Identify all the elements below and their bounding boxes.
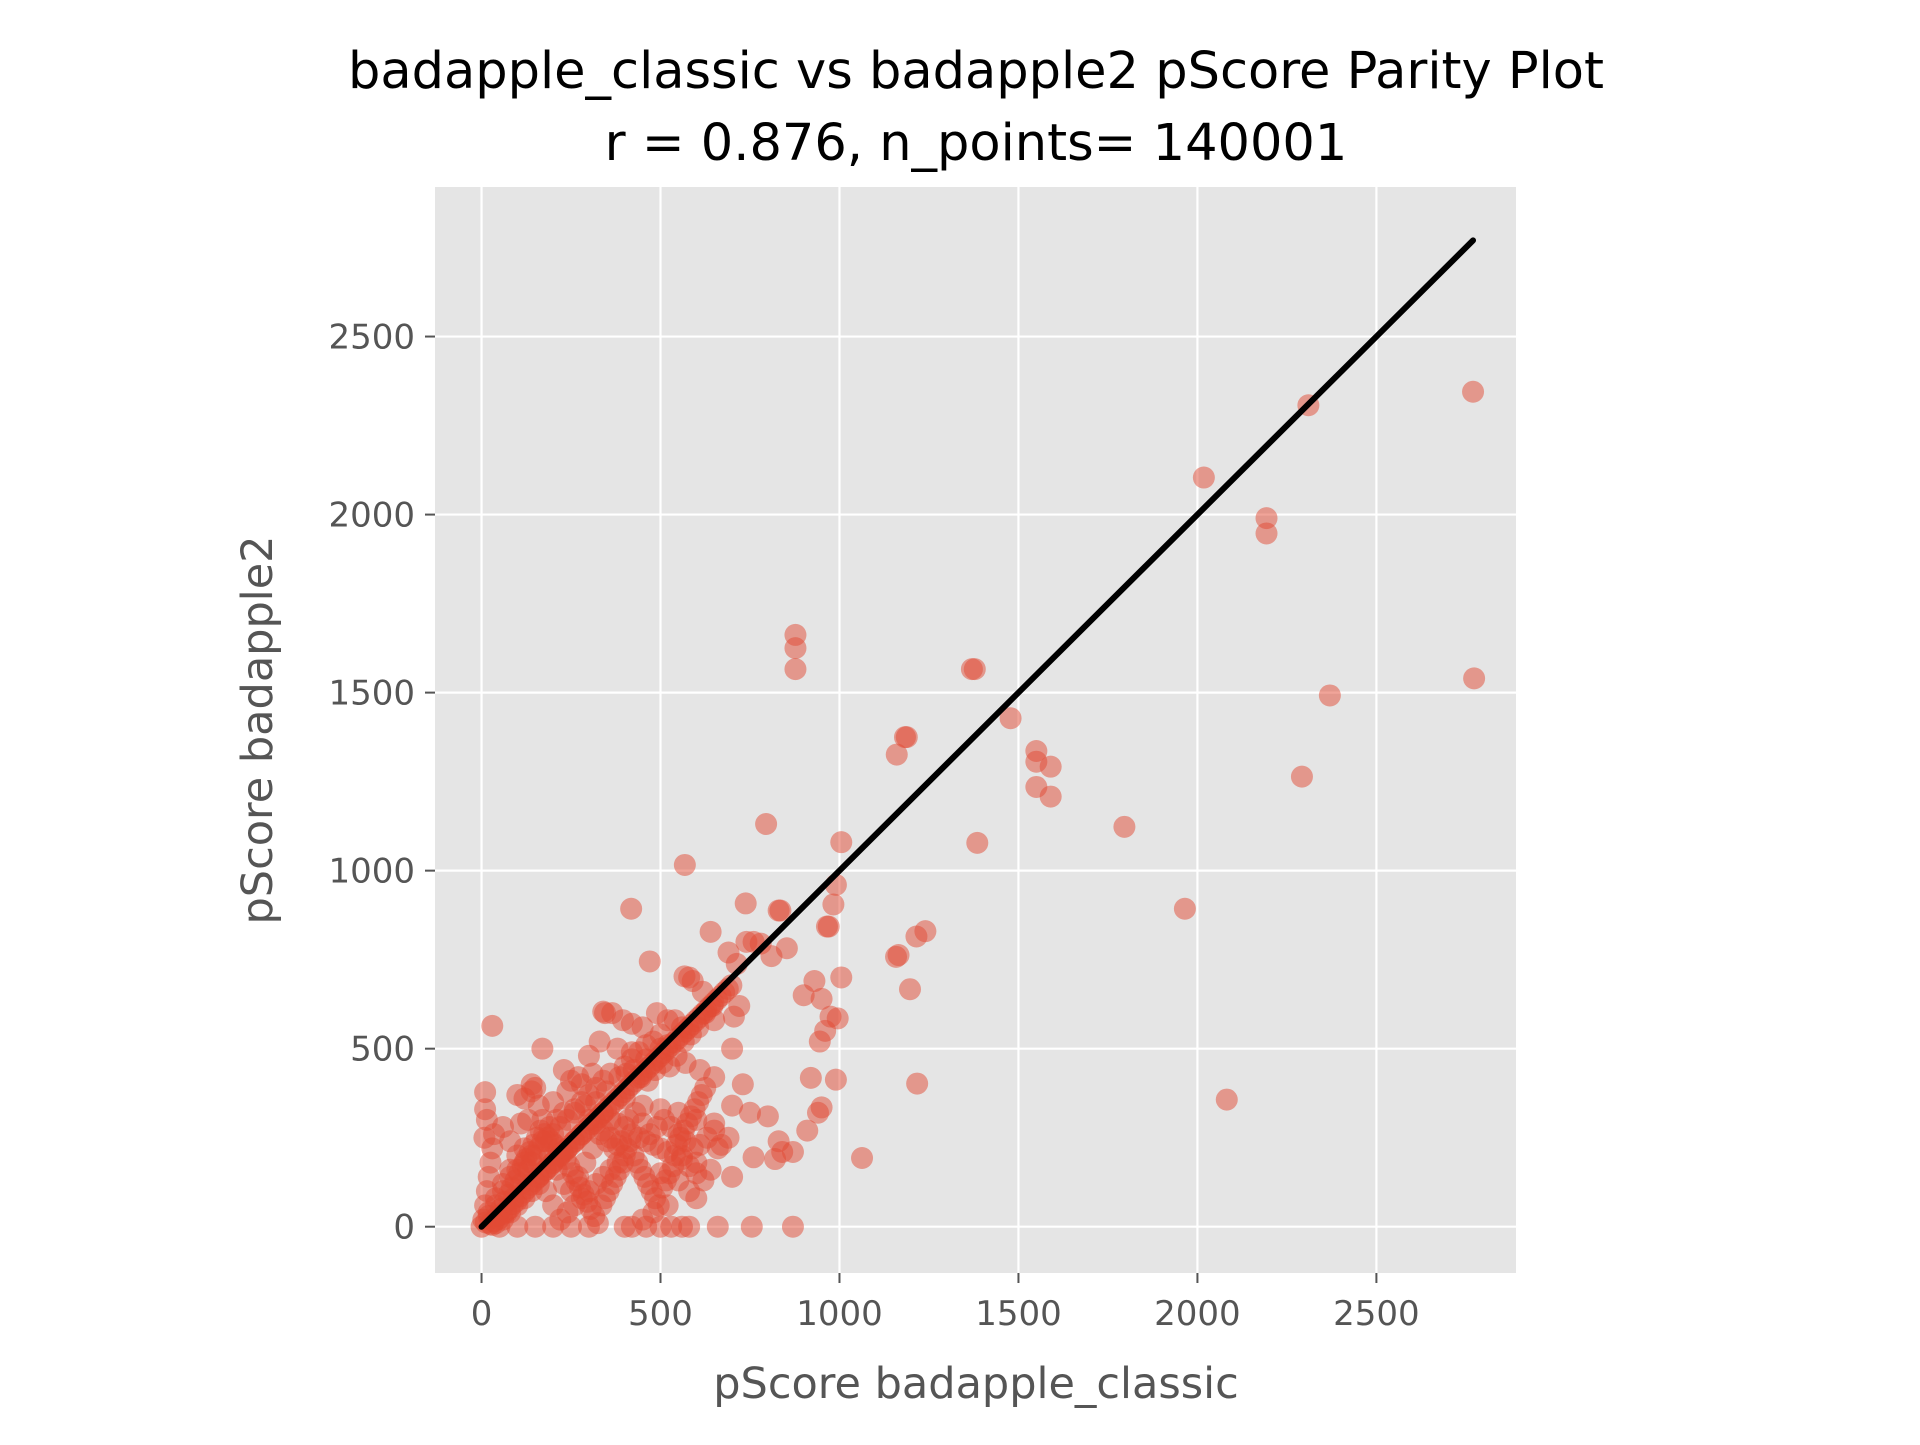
data-point — [742, 1146, 765, 1169]
data-point — [792, 984, 815, 1007]
y-tick-label: 500 — [350, 1030, 415, 1070]
data-point — [784, 658, 807, 681]
data-point — [999, 707, 1022, 730]
data-point — [756, 1105, 779, 1128]
chart-title: badapple_classic vs badapple2 pScore Par… — [348, 42, 1604, 101]
data-point — [781, 1140, 804, 1163]
data-point — [531, 1037, 554, 1060]
data-point — [764, 1148, 787, 1171]
data-point — [694, 1076, 717, 1099]
data-point — [966, 831, 989, 854]
x-tick-label: 2500 — [1333, 1294, 1420, 1334]
y-tick-label: 2500 — [328, 318, 415, 358]
data-point — [830, 966, 853, 989]
data-point — [799, 1066, 822, 1089]
data-point — [731, 1073, 754, 1096]
data-point — [721, 1037, 744, 1060]
data-point — [586, 1212, 609, 1235]
data-point — [721, 1165, 744, 1188]
data-point — [721, 1094, 744, 1117]
data-point — [481, 1014, 504, 1037]
y-axis-label: pScore badapple2 — [233, 535, 283, 924]
data-point — [796, 1119, 819, 1142]
data-point — [1255, 522, 1278, 545]
data-point — [898, 978, 921, 1001]
data-point — [824, 1068, 847, 1091]
data-point — [613, 1215, 636, 1238]
data-point — [647, 1194, 670, 1217]
data-point — [1039, 785, 1062, 808]
data-point — [755, 813, 778, 836]
data-point — [524, 1215, 547, 1238]
x-tick-label: 2000 — [1154, 1294, 1241, 1334]
data-point — [673, 853, 696, 876]
data-point — [1318, 684, 1341, 707]
data-point — [1039, 755, 1062, 778]
data-point — [1215, 1088, 1238, 1111]
data-point — [473, 1126, 496, 1149]
data-point — [662, 1155, 685, 1178]
data-point — [722, 1005, 745, 1028]
x-axis-label: pScore badapple_classic — [713, 1359, 1239, 1409]
data-point — [734, 892, 757, 915]
data-point — [1192, 466, 1215, 489]
data-point — [717, 1126, 740, 1149]
data-point — [906, 1072, 929, 1095]
data-point — [620, 897, 643, 920]
data-point — [706, 1215, 729, 1238]
data-point — [692, 1169, 715, 1192]
data-point — [895, 726, 918, 749]
x-tick-label: 0 — [471, 1294, 493, 1334]
data-point — [738, 1101, 761, 1124]
data-point — [830, 831, 853, 854]
data-point — [905, 925, 928, 948]
data-point — [815, 915, 838, 938]
data-point — [638, 950, 661, 973]
data-point — [1290, 765, 1313, 788]
x-tick-label: 500 — [628, 1294, 693, 1334]
x-tick-label: 1500 — [975, 1294, 1062, 1334]
data-point — [810, 987, 833, 1010]
y-tick-label: 1000 — [328, 852, 415, 892]
data-point — [784, 637, 807, 660]
data-point — [885, 945, 908, 968]
data-point — [885, 743, 908, 766]
y-tick-label: 2000 — [328, 496, 415, 536]
data-point — [685, 1187, 708, 1210]
axis-ticks: 0 500 1000 1500 2000 2500 0 500 1000 1500 2000 2500 — [328, 318, 1419, 1334]
y-tick-label: 0 — [393, 1208, 415, 1248]
data-point — [474, 1081, 497, 1104]
data-point — [1462, 380, 1485, 403]
data-point — [822, 893, 845, 916]
y-tick-label: 1500 — [328, 674, 415, 714]
chart-subtitle: r = 0.876, n_points= 140001 — [605, 114, 1348, 173]
data-point — [1463, 667, 1486, 690]
data-point — [1113, 815, 1136, 838]
data-point — [760, 945, 783, 968]
data-point — [810, 1096, 833, 1119]
data-point — [740, 1215, 763, 1238]
data-point — [851, 1146, 874, 1169]
data-point — [808, 1030, 831, 1053]
parity-line — [478, 237, 1477, 1230]
data-point — [1173, 897, 1196, 920]
data-point — [678, 1215, 701, 1238]
data-point — [769, 899, 792, 922]
data-point — [699, 920, 722, 943]
x-tick-label: 1000 — [796, 1294, 883, 1334]
data-point — [588, 1030, 611, 1053]
data-points — [470, 380, 1486, 1238]
data-point — [781, 1215, 804, 1238]
data-point — [1255, 507, 1278, 530]
data-point — [963, 658, 986, 681]
